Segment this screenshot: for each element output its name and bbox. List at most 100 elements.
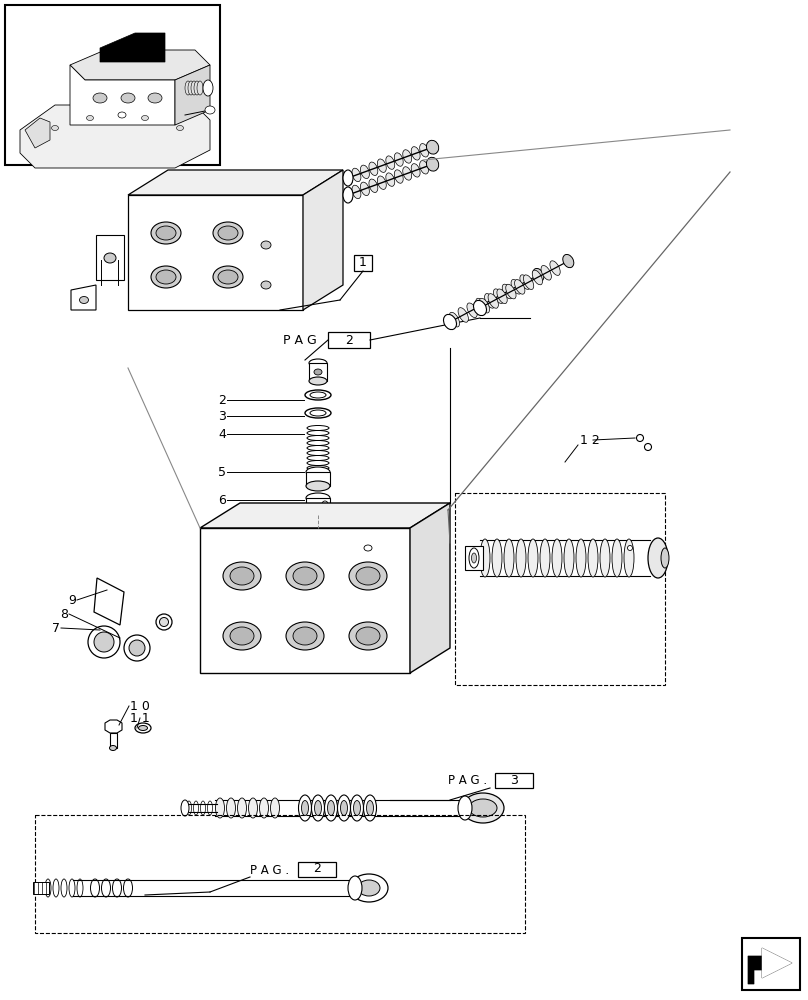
Ellipse shape: [394, 170, 403, 183]
Ellipse shape: [637, 434, 643, 442]
Ellipse shape: [309, 359, 327, 367]
Ellipse shape: [305, 408, 331, 418]
Ellipse shape: [532, 270, 542, 285]
Bar: [5, 5, 220, 165]
Ellipse shape: [216, 798, 225, 818]
Ellipse shape: [156, 270, 176, 284]
Polygon shape: [128, 170, 343, 195]
Ellipse shape: [532, 268, 544, 282]
Ellipse shape: [203, 80, 213, 96]
Ellipse shape: [338, 795, 351, 821]
Ellipse shape: [238, 798, 246, 818]
Bar: [495, 773, 533, 788]
Text: 3: 3: [510, 774, 518, 786]
Ellipse shape: [504, 539, 514, 577]
Ellipse shape: [511, 279, 521, 294]
Ellipse shape: [402, 167, 411, 180]
Ellipse shape: [394, 153, 403, 166]
Ellipse shape: [343, 171, 352, 185]
Ellipse shape: [213, 222, 243, 244]
Ellipse shape: [528, 539, 538, 577]
Ellipse shape: [427, 140, 439, 154]
Ellipse shape: [349, 562, 387, 590]
Ellipse shape: [369, 162, 378, 175]
Ellipse shape: [151, 266, 181, 288]
Ellipse shape: [79, 296, 89, 304]
Ellipse shape: [648, 538, 668, 578]
Ellipse shape: [176, 125, 183, 130]
Ellipse shape: [343, 187, 353, 203]
Ellipse shape: [520, 275, 530, 289]
Ellipse shape: [286, 562, 324, 590]
Ellipse shape: [310, 392, 326, 398]
Ellipse shape: [156, 614, 172, 630]
Ellipse shape: [156, 226, 176, 240]
Text: P A G .: P A G .: [250, 863, 289, 876]
Text: P A G .: P A G .: [448, 774, 487, 786]
Ellipse shape: [469, 799, 497, 817]
Ellipse shape: [298, 795, 312, 821]
Bar: [110, 733, 117, 748]
Polygon shape: [25, 118, 50, 148]
Ellipse shape: [645, 444, 651, 450]
Polygon shape: [100, 33, 165, 62]
Bar: [200, 528, 410, 673]
Ellipse shape: [340, 800, 347, 816]
Ellipse shape: [52, 125, 58, 130]
Ellipse shape: [181, 800, 189, 816]
Ellipse shape: [188, 81, 194, 95]
Ellipse shape: [449, 312, 460, 327]
Ellipse shape: [230, 567, 254, 585]
Ellipse shape: [524, 275, 534, 289]
Ellipse shape: [386, 156, 395, 169]
Text: 1 2: 1 2: [580, 434, 600, 446]
Ellipse shape: [226, 798, 235, 818]
Ellipse shape: [197, 81, 203, 95]
Ellipse shape: [141, 115, 149, 120]
Ellipse shape: [305, 390, 331, 400]
Ellipse shape: [550, 261, 560, 275]
Polygon shape: [20, 105, 210, 168]
Ellipse shape: [306, 493, 330, 503]
Ellipse shape: [419, 144, 428, 157]
Ellipse shape: [185, 81, 191, 95]
Ellipse shape: [301, 800, 309, 816]
Ellipse shape: [148, 93, 162, 103]
Text: 2: 2: [218, 393, 226, 406]
Bar: [465, 546, 483, 570]
Ellipse shape: [624, 539, 634, 577]
Ellipse shape: [469, 548, 479, 568]
Ellipse shape: [354, 800, 360, 816]
Ellipse shape: [588, 539, 598, 577]
Polygon shape: [96, 235, 124, 280]
Ellipse shape: [503, 284, 512, 299]
Ellipse shape: [600, 539, 610, 577]
Ellipse shape: [360, 182, 369, 196]
Ellipse shape: [314, 369, 322, 375]
Text: 6: 6: [218, 493, 226, 506]
Bar: [328, 332, 370, 348]
Ellipse shape: [213, 266, 243, 288]
Polygon shape: [70, 65, 175, 125]
Ellipse shape: [356, 567, 380, 585]
Ellipse shape: [364, 545, 372, 551]
Ellipse shape: [88, 626, 120, 658]
Polygon shape: [762, 948, 792, 978]
Ellipse shape: [325, 795, 338, 821]
Bar: [455, 493, 665, 685]
Bar: [128, 195, 303, 310]
Text: 9: 9: [68, 593, 76, 606]
Bar: [33, 882, 49, 894]
Ellipse shape: [473, 300, 486, 316]
Ellipse shape: [480, 539, 490, 577]
Ellipse shape: [286, 622, 324, 650]
Ellipse shape: [271, 798, 280, 818]
Ellipse shape: [261, 281, 271, 289]
Ellipse shape: [124, 635, 150, 661]
Ellipse shape: [386, 173, 395, 186]
Ellipse shape: [351, 795, 364, 821]
Ellipse shape: [191, 81, 197, 95]
Ellipse shape: [516, 539, 526, 577]
Ellipse shape: [352, 168, 361, 182]
Text: 2: 2: [345, 334, 353, 347]
